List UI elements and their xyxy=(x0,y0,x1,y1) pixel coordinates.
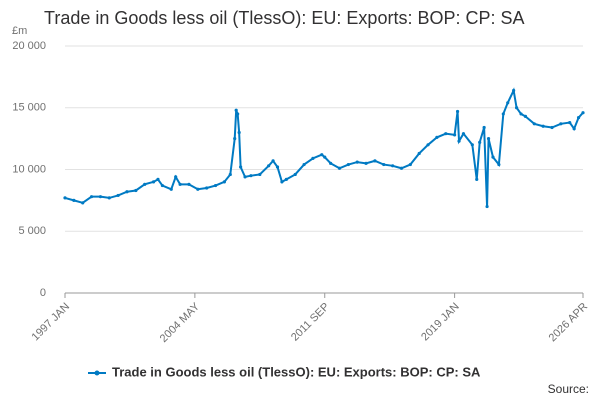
data-point xyxy=(550,125,554,130)
data-point xyxy=(501,112,505,116)
data-point xyxy=(284,177,288,181)
data-point xyxy=(399,166,404,170)
legend-marker xyxy=(94,370,100,376)
chart-title: Trade in Goods less oil (TlessO): EU: Ex… xyxy=(44,8,524,28)
data-point xyxy=(346,162,350,167)
data-point xyxy=(444,132,448,136)
data-point xyxy=(470,143,474,147)
data-point xyxy=(497,162,501,167)
data-point xyxy=(382,162,386,167)
data-point xyxy=(233,137,237,141)
data-point xyxy=(435,135,439,139)
data-point xyxy=(568,120,572,125)
data-point xyxy=(160,183,165,188)
data-point xyxy=(81,201,85,205)
x-tick-label: 2026 APR xyxy=(547,301,591,345)
data-point xyxy=(486,137,491,141)
data-point xyxy=(485,204,489,209)
data-point xyxy=(280,180,284,184)
y-tick-label: 5 000 xyxy=(18,225,46,237)
data-point xyxy=(205,186,209,190)
data-point xyxy=(457,139,461,143)
data-point xyxy=(482,125,486,130)
data-point xyxy=(302,162,306,167)
data-point xyxy=(337,166,342,170)
x-tick-label: 2011 SEP xyxy=(289,301,332,344)
data-point xyxy=(506,101,510,105)
data-point xyxy=(63,196,67,200)
data-point xyxy=(98,195,103,199)
data-point xyxy=(125,190,129,194)
data-point xyxy=(143,182,147,186)
data-point xyxy=(523,114,528,118)
data-point xyxy=(237,130,241,135)
data-point xyxy=(243,175,247,179)
data-point xyxy=(174,175,178,179)
data-point xyxy=(151,180,156,184)
y-tick-label: 20 000 xyxy=(12,40,46,52)
data-point xyxy=(373,159,377,163)
data-point xyxy=(178,182,182,186)
data-point xyxy=(196,187,200,191)
data-point xyxy=(89,195,94,199)
data-line xyxy=(64,87,584,207)
data-point xyxy=(320,153,324,157)
data-point xyxy=(239,165,243,169)
data-point xyxy=(293,172,297,177)
y-tick-label: 10 000 xyxy=(12,163,46,175)
x-tick-label: 2019 JAN xyxy=(419,301,462,344)
data-point xyxy=(491,155,495,159)
data-point xyxy=(234,108,238,112)
y-tick-label: 15 000 xyxy=(12,102,46,114)
data-point xyxy=(222,180,226,184)
data-point xyxy=(134,188,138,193)
data-point xyxy=(576,116,581,120)
legend-label: Trade in Goods less oil (TlessO): EU: Ex… xyxy=(112,364,481,379)
data-point xyxy=(475,177,479,181)
data-point xyxy=(156,177,160,181)
y-axis-label: £m xyxy=(12,25,27,37)
data-point xyxy=(72,198,76,202)
source: Source: xyxy=(548,382,589,396)
data-point xyxy=(512,88,516,93)
x-tick-label: 1997 JAN xyxy=(30,301,73,344)
data-point xyxy=(519,112,523,116)
y-tick-label: 0 xyxy=(40,287,46,299)
data-point xyxy=(532,122,536,126)
data-point xyxy=(581,111,585,115)
data-point xyxy=(267,164,271,168)
data-point xyxy=(453,133,457,137)
data-point xyxy=(249,174,253,178)
data-point xyxy=(323,155,327,159)
data-point xyxy=(572,127,576,131)
data-point xyxy=(213,183,218,188)
data-point xyxy=(311,156,315,160)
data-point xyxy=(187,182,191,186)
data-point xyxy=(391,164,395,168)
data-point xyxy=(116,193,120,198)
data-point xyxy=(514,106,519,110)
data-point xyxy=(329,161,333,165)
data-point xyxy=(228,172,232,177)
data-point xyxy=(541,124,545,128)
data-point xyxy=(461,132,466,136)
data-point xyxy=(455,109,460,114)
data-point xyxy=(271,159,275,163)
data-point xyxy=(478,140,482,144)
data-point xyxy=(426,143,430,147)
data-point xyxy=(236,112,240,116)
x-tick-label: 2004 MAY xyxy=(158,300,203,345)
data-point xyxy=(258,172,262,177)
data-point xyxy=(355,160,359,164)
data-point xyxy=(107,196,111,200)
data-point xyxy=(559,122,563,126)
data-point xyxy=(364,161,368,165)
data-point xyxy=(408,162,412,167)
data-point xyxy=(275,165,280,169)
data-point xyxy=(417,151,421,156)
data-point xyxy=(169,187,173,191)
